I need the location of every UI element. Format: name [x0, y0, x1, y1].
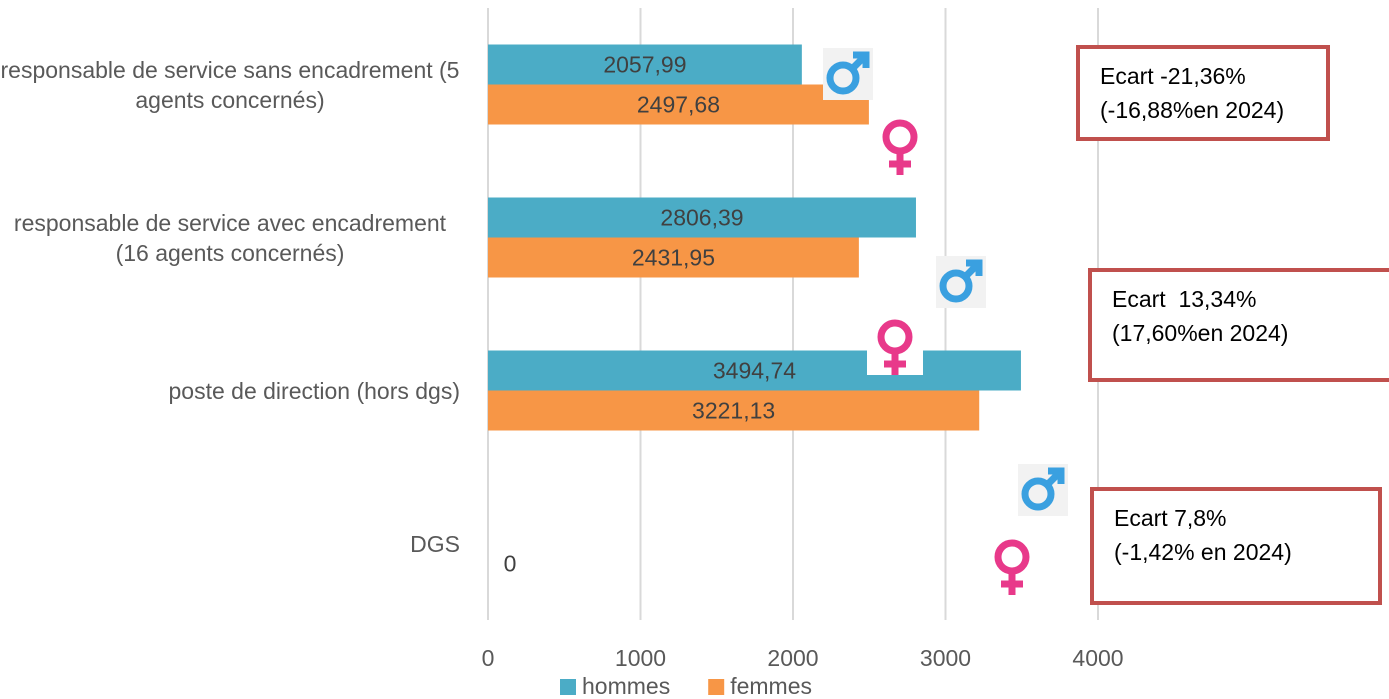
category-text: responsable de service avec encadrement …: [13, 209, 447, 266]
data-label: 3494,74: [713, 358, 796, 384]
data-label: 2431,95: [632, 245, 715, 271]
x-tick-label: 0: [482, 645, 495, 671]
bar: [488, 197, 916, 238]
category-label: DGS: [0, 529, 460, 559]
annotation-line: (-16,88%en 2024): [1100, 97, 1285, 123]
category-label: poste de direction (hors dgs): [0, 376, 461, 406]
male-icon: [823, 48, 873, 100]
annotation-box: Ecart 7,8% (-1,42% en 2024): [1090, 487, 1382, 605]
female-icon: [867, 319, 923, 375]
category-text: poste de direction (hors dgs): [168, 377, 461, 404]
male-icon: [936, 256, 986, 308]
x-tick-label: 3000: [920, 645, 971, 671]
category-text: DGS: [410, 530, 460, 557]
female-icon: [872, 119, 928, 175]
data-label: 3221,13: [692, 398, 775, 424]
category-label: responsable de service avec encadrement …: [0, 208, 460, 268]
bar: [488, 390, 980, 431]
data-label: 2497,68: [637, 92, 720, 118]
annotation-line: (17,60%en 2024): [1112, 320, 1289, 346]
annotation-line: Ecart 13,34%: [1112, 286, 1257, 312]
annotation-line: (-1,42% en 2024): [1114, 539, 1292, 565]
annotation-line: Ecart -21,36%: [1100, 63, 1246, 89]
legend-swatch: [708, 679, 725, 695]
category-label: responsable de service sans encadrement …: [0, 55, 460, 115]
bar: [488, 44, 802, 85]
annotation-line: Ecart 7,8%: [1114, 505, 1227, 531]
data-label: 2806,39: [660, 205, 743, 231]
data-label: 0: [504, 551, 517, 577]
x-tick-label: 1000: [615, 645, 666, 671]
data-label: 2057,99: [603, 52, 686, 78]
bar: [488, 84, 869, 125]
legend-swatch: [560, 679, 576, 695]
x-tick-label: 4000: [1072, 645, 1123, 671]
annotation-box: Ecart 13,34% (17,60%en 2024): [1088, 268, 1389, 382]
male-icon: [1018, 464, 1068, 516]
legend-label: hommes: [582, 673, 670, 699]
annotation-box: Ecart -21,36% (-16,88%en 2024): [1076, 45, 1330, 141]
bar: [488, 350, 1021, 391]
legend-label: femmes: [730, 673, 812, 699]
bar: [488, 237, 859, 278]
category-text: responsable de service sans encadrement …: [0, 56, 460, 113]
female-icon: [984, 539, 1040, 595]
x-tick-label: 2000: [767, 645, 818, 671]
